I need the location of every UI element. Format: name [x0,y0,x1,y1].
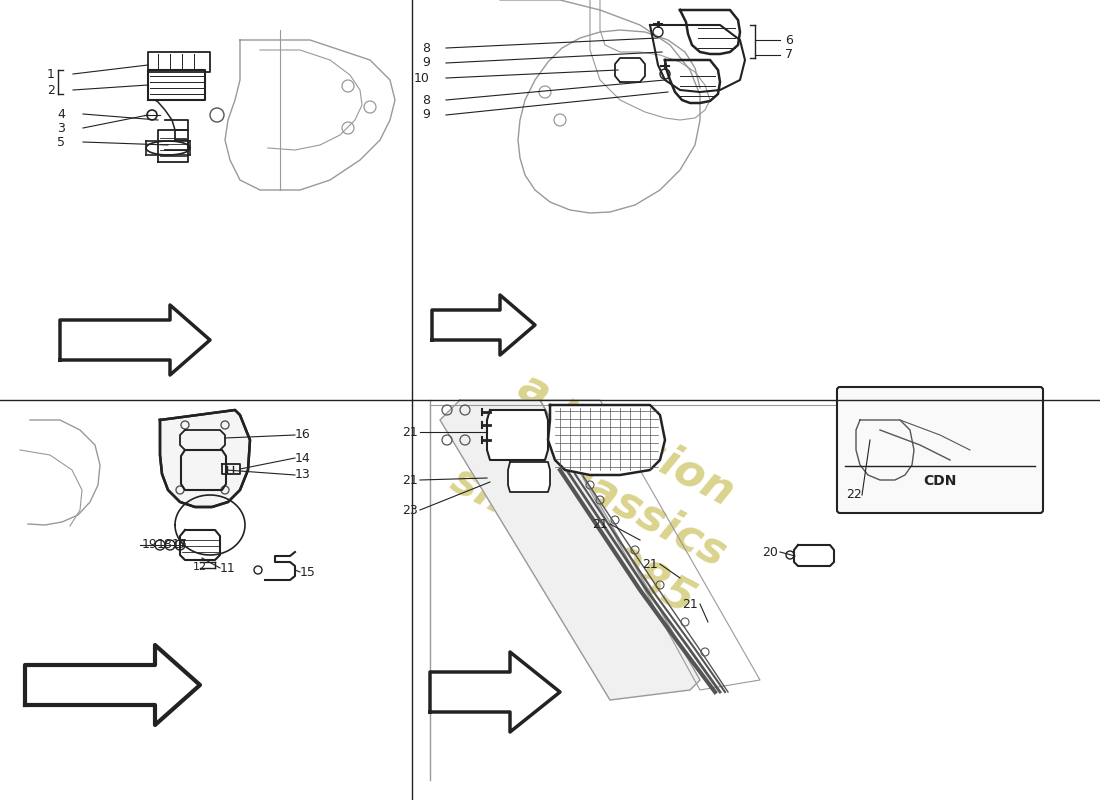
Text: 20: 20 [762,546,778,558]
Text: 6: 6 [785,34,793,46]
Text: 18: 18 [157,538,173,551]
Text: 8: 8 [422,94,430,106]
Text: 11: 11 [220,562,235,574]
Text: 19: 19 [142,538,157,551]
Text: 8: 8 [422,42,430,54]
Text: 16: 16 [295,429,310,442]
Polygon shape [160,410,250,507]
Text: 21: 21 [642,558,658,570]
Polygon shape [548,405,666,475]
Text: 2: 2 [47,83,55,97]
Text: 7: 7 [785,49,793,62]
Polygon shape [440,400,700,700]
FancyBboxPatch shape [837,387,1043,513]
Text: 14: 14 [295,451,310,465]
Text: 13: 13 [295,469,310,482]
Text: 17: 17 [172,538,188,551]
Text: 1: 1 [47,67,55,81]
Text: CDN: CDN [923,474,957,488]
Polygon shape [487,410,548,460]
Text: 21: 21 [682,598,698,610]
Text: 5: 5 [57,135,65,149]
Text: 4: 4 [57,107,65,121]
Text: 3: 3 [57,122,65,134]
Text: 21: 21 [403,426,418,438]
Text: 12: 12 [192,562,207,572]
Text: 23: 23 [403,503,418,517]
Text: 22: 22 [846,489,862,502]
Polygon shape [432,295,535,355]
Text: 21: 21 [403,474,418,486]
Polygon shape [430,652,560,732]
Text: 10: 10 [414,71,430,85]
Text: 15: 15 [300,566,316,578]
Text: 9: 9 [422,57,430,70]
Polygon shape [508,462,550,492]
Text: 21: 21 [592,518,608,530]
Polygon shape [60,305,210,375]
Polygon shape [25,645,200,725]
Text: a passion
for classics
since 1985: a passion for classics since 1985 [440,355,760,625]
Text: 9: 9 [422,109,430,122]
